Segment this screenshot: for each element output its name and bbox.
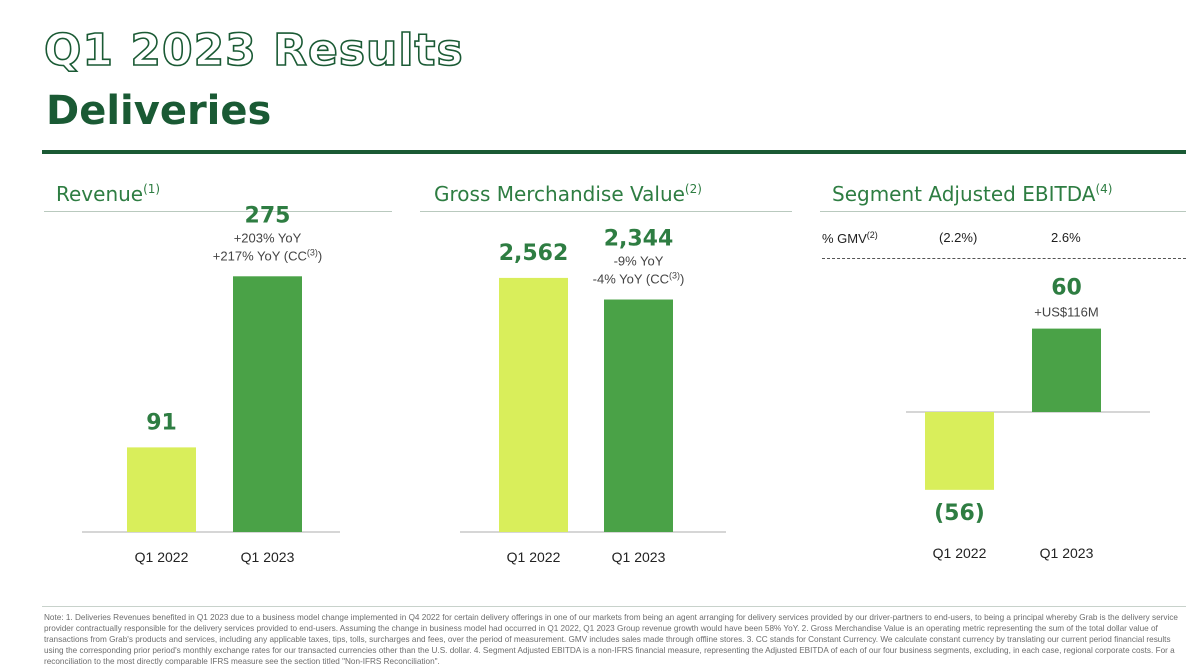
page-subtitle: Deliveries xyxy=(46,88,272,134)
revenue-section-title: Revenue(1) xyxy=(56,176,160,207)
page-title: Q1 2023 Results xyxy=(43,25,464,77)
revenue-value-label-1: 275 xyxy=(245,203,291,228)
ebitda-value-label-0: (56) xyxy=(934,501,985,526)
pct-gmv-label-text: % GMV xyxy=(822,231,867,246)
ebitda-title-footnote: (4) xyxy=(1095,182,1113,196)
revenue-title-text: Revenue xyxy=(56,182,144,206)
pct-gmv-value-q1-2022: (2.2%) xyxy=(939,230,978,245)
revenue-annotation-1-0: +203% YoY xyxy=(234,230,302,245)
ebitda-bar-1 xyxy=(1032,328,1101,412)
footnote-divider xyxy=(42,606,1186,607)
gmv-title-text: Gross Merchandise Value xyxy=(434,182,685,206)
ebitda-value-label-1: 60 xyxy=(1051,276,1082,301)
ebitda-section-rule xyxy=(820,211,1186,212)
gmv-title-footnote: (2) xyxy=(684,182,702,196)
gmv-bar-0 xyxy=(499,277,568,532)
revenue-section-rule xyxy=(44,211,392,212)
pct-gmv-dashed-divider xyxy=(822,258,1186,259)
gmv-section-title: Gross Merchandise Value(2) xyxy=(434,176,702,207)
revenue-tick-label-0: Q1 2022 xyxy=(135,549,189,565)
title-divider xyxy=(42,150,1186,154)
revenue-tick-label-1: Q1 2023 xyxy=(241,549,295,565)
revenue-bar-1 xyxy=(233,276,302,532)
revenue-bar-0 xyxy=(127,447,196,532)
gmv-annotation-1-1: -4% YoY (CC(3)) xyxy=(593,271,685,287)
gmv-value-label-1: 2,344 xyxy=(604,227,674,252)
pct-gmv-label: % GMV(2) xyxy=(822,230,878,246)
ebitda-title-text: Segment Adjusted EBITDA xyxy=(832,182,1096,206)
ebitda-tick-label-1: Q1 2023 xyxy=(1040,545,1094,561)
gmv-section-rule xyxy=(420,211,792,212)
ebitda-tick-label-0: Q1 2022 xyxy=(933,545,987,561)
revenue-annotation-1-1: +217% YoY (CC(3)) xyxy=(213,247,322,263)
ebitda-annotation-1-0: +US$116M xyxy=(1034,305,1098,320)
revenue-title-footnote: (1) xyxy=(143,182,161,196)
pct-gmv-label-footnote: (2) xyxy=(866,230,878,240)
gmv-annotation-1-0: -9% YoY xyxy=(614,254,664,269)
gmv-value-label-0: 2,562 xyxy=(499,241,569,266)
pct-gmv-value-q1-2023: 2.6% xyxy=(1051,230,1081,245)
ebitda-bar-0 xyxy=(925,412,994,490)
gmv-bar-1 xyxy=(604,299,673,532)
gmv-tick-label-0: Q1 2022 xyxy=(507,549,561,565)
revenue-value-label-0: 91 xyxy=(146,410,177,435)
ebitda-section-title: Segment Adjusted EBITDA(4) xyxy=(832,176,1112,207)
footnote-text: Note: 1. Deliveries Revenues benefited i… xyxy=(44,613,1178,666)
gmv-tick-label-1: Q1 2023 xyxy=(612,549,666,565)
